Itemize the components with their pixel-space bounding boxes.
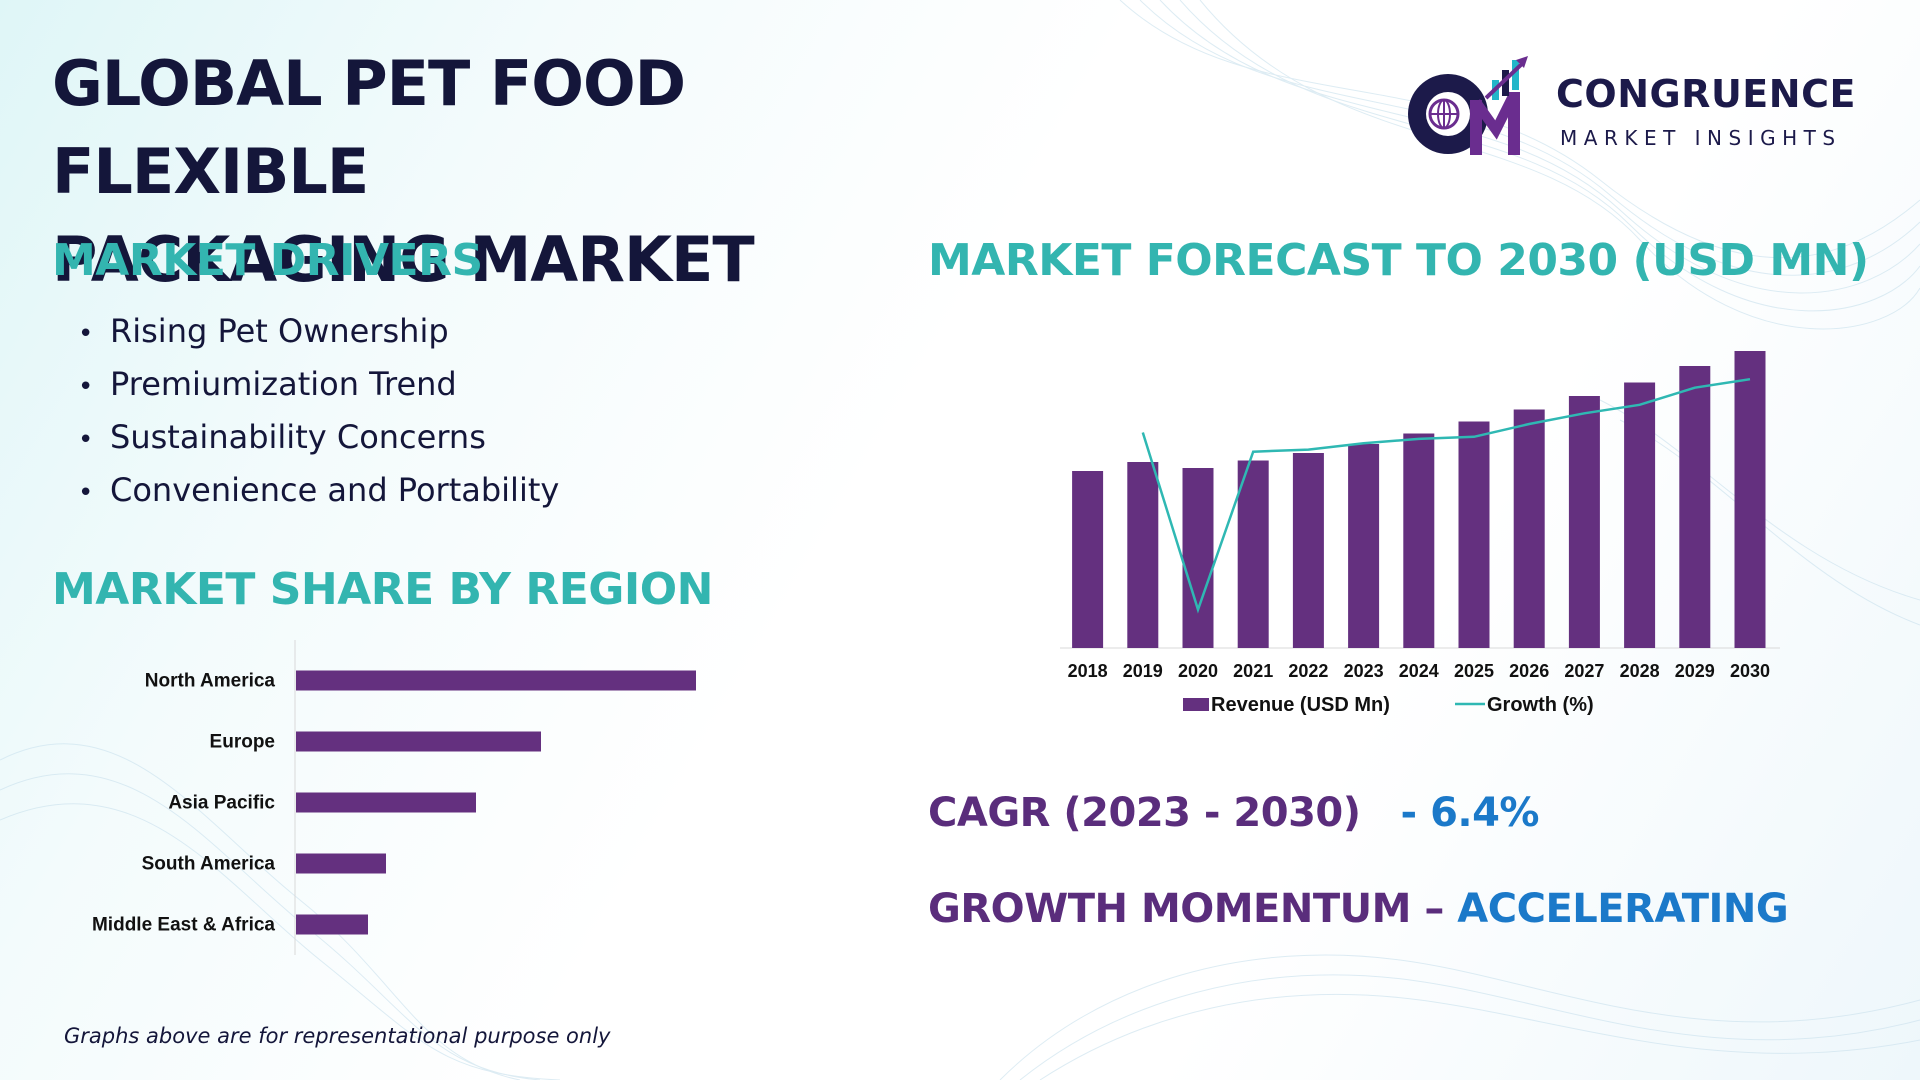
year-tick-label: 2019 [1123,661,1163,681]
region-label: North America [145,671,276,692]
logo-tagline: MARKET INSIGHTS [1560,126,1842,150]
drivers-heading: MARKET DRIVERS [52,235,483,286]
drivers-list: • Rising Pet Ownership • Premiumization Tr… [78,305,559,517]
revenue-bar [1292,453,1324,648]
region-label: Asia Pacific [168,793,275,814]
driver-item: • Rising Pet Ownership [78,305,559,358]
bullet-icon: • [78,478,94,508]
logo-mark [1408,56,1528,155]
region-label: South America [142,854,276,875]
momentum-label: GROWTH MOMENTUM – [928,886,1444,932]
cagr-value: - 6.4% [1400,790,1540,836]
driver-label: Premiumization Trend [110,365,457,403]
bullet-icon: • [78,319,94,349]
logo-name: CONGRUENCE [1556,72,1856,116]
legend-revenue-label: Revenue (USD Mn) [1211,694,1390,716]
driver-label: Rising Pet Ownership [110,312,449,350]
region-label: Europe [210,732,275,753]
year-tick-label: 2029 [1675,661,1715,681]
region-bar [296,853,386,874]
region-bar [296,792,476,813]
bullet-icon: • [78,372,94,402]
forecast-chart: 2018 2019 2020 2021 2022 2023 2024 2025 2026 2027… [1060,351,1780,716]
title-line-1: GLOBAL PET FOOD FLEXIBLE [52,47,686,208]
momentum-value: ACCELERATING [1457,886,1789,932]
driver-item: • Sustainability Concerns [78,411,559,464]
growth-line [1141,377,1751,614]
legend-revenue-swatch [1183,698,1209,711]
revenue-bar [1237,460,1269,648]
year-tick-label: 2030 [1730,661,1770,681]
region-heading: MARKET SHARE BY REGION [52,564,714,615]
title-line-2: PACKAGING MARKET [52,223,755,296]
region-share-chart: North America Europe Asia Pacific South Ame… [92,640,696,955]
cagr-label: CAGR (2023 - 2030) [928,790,1361,836]
year-tick-label: 2018 [1068,661,1108,681]
cagr-stat: CAGR (2023 - 2030) - 6.4% [928,790,1540,836]
revenue-bar [1568,396,1600,648]
region-bar [296,731,541,752]
page-title: GLOBAL PET FOOD FLEXIBLE PACKAGING MARKE… [52,40,1012,304]
year-tick-label: 2025 [1454,661,1494,681]
year-tick-label: 2020 [1178,661,1218,681]
revenue-bar [1182,468,1214,648]
driver-label: Convenience and Portability [110,471,560,509]
year-tick-label: 2021 [1233,661,1273,681]
revenue-bar [1348,444,1380,648]
driver-item: • Convenience and Portability [78,464,559,517]
forecast-heading: MARKET FORECAST TO 2030 (USD MN) [928,235,1869,286]
legend-growth-label: Growth (%) [1487,694,1594,716]
driver-label: Sustainability Concerns [110,418,486,456]
year-tick-label: 2028 [1620,661,1660,681]
momentum-stat: GROWTH MOMENTUM – ACCELERATING [928,886,1789,932]
year-tick-label: 2027 [1564,661,1604,681]
year-tick-label: 2024 [1399,661,1439,681]
year-tick-label: 2022 [1288,661,1328,681]
revenue-bar [1072,471,1104,648]
footnote: Graphs above are for representational pu… [64,1024,611,1048]
revenue-bar [1734,351,1766,648]
region-bar [296,914,368,935]
bullet-icon: • [78,425,94,455]
region-bar [296,670,696,691]
year-tick-label: 2023 [1344,661,1384,681]
revenue-bar [1127,462,1159,648]
revenue-bar [1679,366,1711,648]
region-label: Middle East & Africa [92,915,275,936]
revenue-bar [1458,421,1490,648]
revenue-bar [1513,409,1545,648]
revenue-bar [1624,382,1656,648]
year-tick-label: 2026 [1509,661,1549,681]
driver-item: • Premiumization Trend [78,358,559,411]
revenue-bar [1403,433,1435,648]
